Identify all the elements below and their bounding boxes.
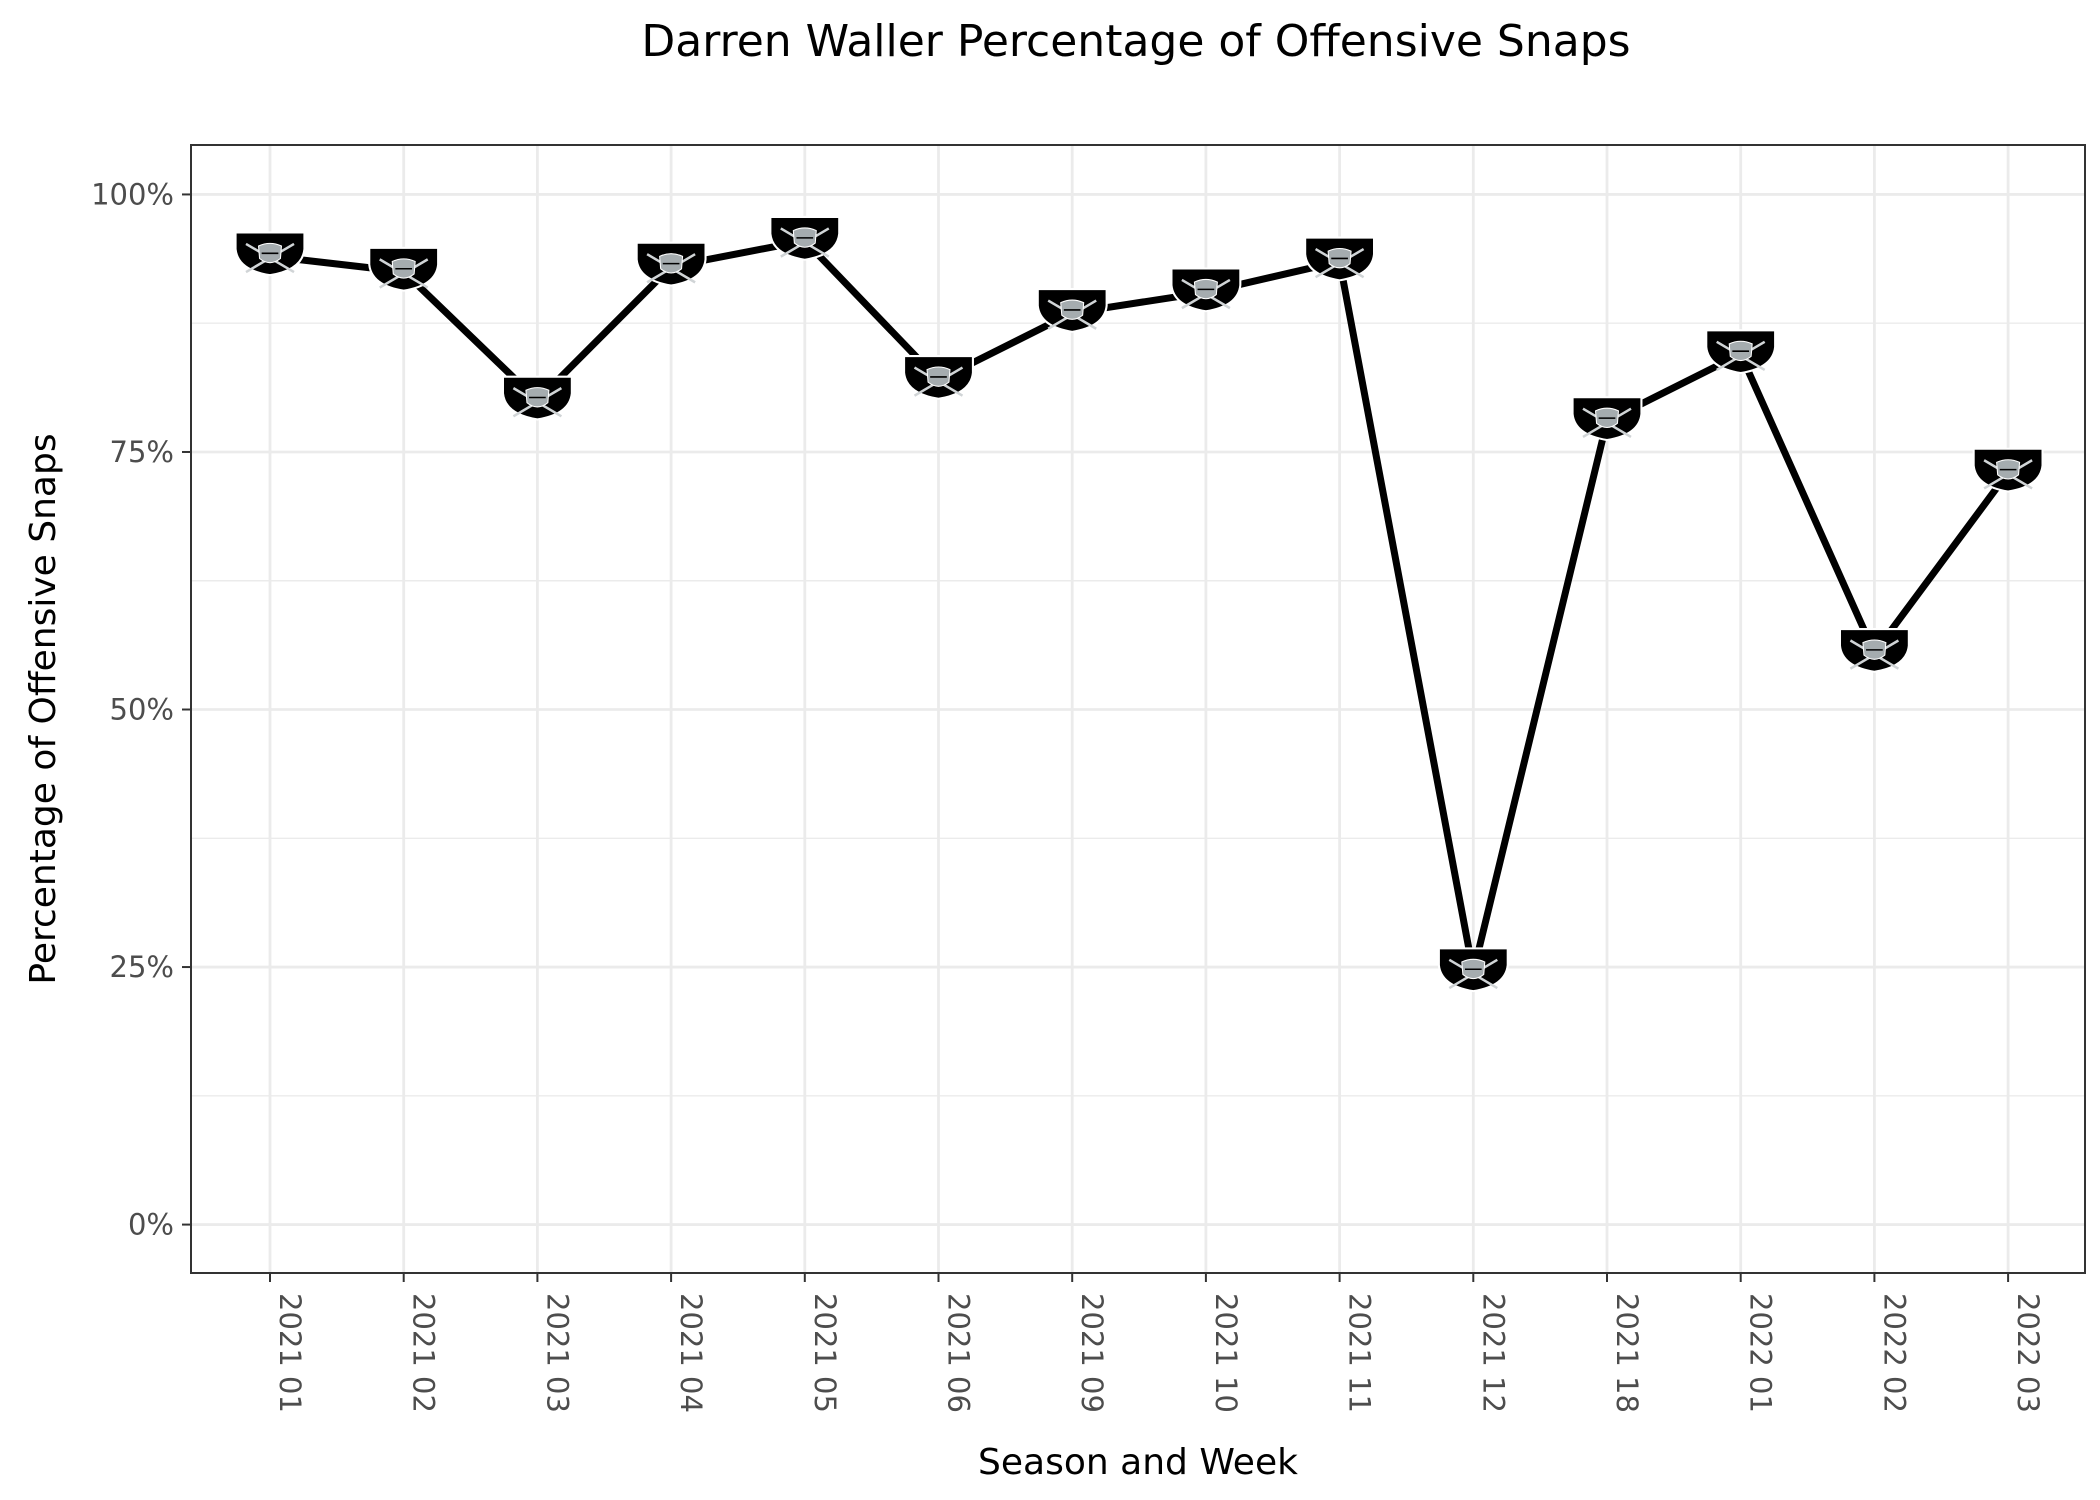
data-point-marker	[902, 354, 975, 400]
x-tick-label: 2021 06	[942, 1293, 976, 1413]
data-point-marker	[234, 231, 306, 277]
x-tick-label: 2022 02	[1877, 1293, 1911, 1413]
data-point-marker	[1571, 395, 1643, 442]
x-tick-label: 2021 04	[674, 1293, 708, 1413]
x-axis-title: Season and Week	[978, 1442, 1298, 1483]
plot-panel-border	[190, 144, 2086, 1274]
x-tick-label: 2021 03	[540, 1293, 574, 1413]
x-axis: 2021 01 2021 02 2021 03 2021 04 2021 05 2021 …	[269, 1273, 2045, 1413]
data-point-marker	[1972, 447, 2044, 493]
data-point-marker	[1437, 947, 1510, 993]
data-point-marker	[367, 246, 440, 292]
y-tick-label: 25%	[110, 950, 174, 984]
chart-title: Darren Waller Percentage of Offensive Sn…	[641, 16, 1630, 67]
y-tick-label: 0%	[128, 1208, 174, 1242]
x-tick-label: 2021 05	[808, 1293, 842, 1413]
data-point-marker	[769, 215, 841, 261]
x-tick-label: 2022 03	[2011, 1293, 2045, 1413]
x-tick-label: 2021 02	[407, 1293, 441, 1413]
x-tick-label: 2021 09	[1075, 1293, 1109, 1413]
x-tick-label: 2021 10	[1209, 1293, 1243, 1413]
x-tick-label: 2021 11	[1343, 1293, 1377, 1413]
grid-layer	[191, 145, 2085, 1273]
data-point-marker	[501, 375, 574, 421]
x-tick-label: 2021 01	[273, 1293, 307, 1413]
y-tick-label: 100%	[91, 177, 174, 211]
y-tick-label: 50%	[110, 693, 174, 727]
data-point-marker	[1170, 267, 1242, 313]
data-point-marker	[635, 241, 707, 287]
data-point-marker	[1303, 236, 1376, 282]
data-point-marker	[1838, 627, 1911, 673]
x-tick-label: 2021 18	[1610, 1293, 1644, 1413]
x-tick-label: 2021 12	[1476, 1293, 1510, 1413]
series-layer	[234, 215, 2044, 993]
y-tick-label: 75%	[110, 435, 174, 469]
x-tick-label: 2022 01	[1744, 1293, 1778, 1413]
y-axis: 0% 25% 50% 75% 100%	[91, 177, 191, 1242]
y-axis-title: Percentage of Offensive Snaps	[23, 433, 64, 984]
